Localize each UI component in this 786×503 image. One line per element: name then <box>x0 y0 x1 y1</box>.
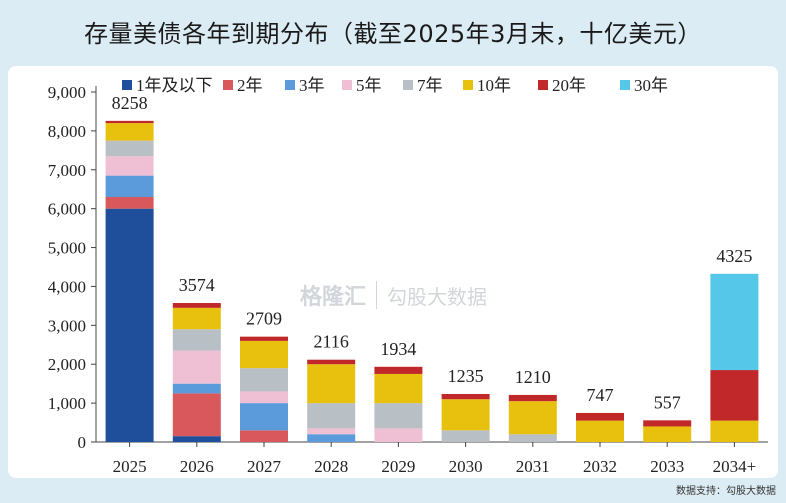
bar-segment-2034+-series-6 <box>710 370 759 421</box>
x-tick-label: 2028 <box>314 457 348 476</box>
bar-segment-2025-series-2 <box>105 175 154 197</box>
y-tick-label: 0 <box>78 433 87 452</box>
x-tick-label: 2031 <box>516 457 550 476</box>
bar-segment-2032-series-5 <box>576 420 624 442</box>
x-tick-label: 2032 <box>583 457 617 476</box>
x-tick-label: 2025 <box>113 457 147 476</box>
bar-segment-2025-series-5 <box>105 123 154 141</box>
bar-segment-2028-series-6 <box>307 359 356 365</box>
watermark-divider <box>376 281 378 309</box>
bar-total-label: 2116 <box>314 332 349 352</box>
bar-segment-2028-series-4 <box>307 403 356 429</box>
legend-swatch <box>538 80 548 90</box>
y-tick-label: 1,000 <box>48 394 86 413</box>
bar-segment-2031-series-4 <box>508 434 557 442</box>
bar-total-label: 1235 <box>448 366 484 386</box>
bar-segment-2029-series-4 <box>374 403 423 429</box>
x-tick-label: 2029 <box>381 457 415 476</box>
legend-swatch <box>342 80 352 90</box>
x-tick-label: 2034+ <box>713 457 757 476</box>
bar-total-label: 3574 <box>179 275 215 295</box>
x-tick-label: 2027 <box>247 457 282 476</box>
bar-segment-2027-series-1 <box>240 430 288 442</box>
stacked-bar-chart: 0 1,000 2,000 3,000 4,000 5,000 6,000 7,000 8,00… <box>48 76 768 476</box>
watermark: 格隆汇 勾股大数据 <box>300 279 487 311</box>
watermark-logo-gogudata: 勾股大数据 <box>387 284 488 309</box>
bar-segment-2027-series-5 <box>240 340 288 369</box>
bar-segment-2027-series-3 <box>240 391 288 404</box>
bar-total-label: 1934 <box>380 339 416 359</box>
legend-label: 1年及以下 <box>136 76 213 95</box>
bar-segment-2033-series-6 <box>643 420 692 427</box>
bar-total-label: 747 <box>587 385 614 405</box>
bar-segment-2026-series-2 <box>172 383 221 394</box>
legend-label: 10年 <box>477 76 511 95</box>
legend-swatch <box>463 80 473 90</box>
bar-segment-2030-series-5 <box>441 399 490 431</box>
legend-label: 30年 <box>634 76 668 95</box>
bar-segment-2030-series-6 <box>441 393 490 400</box>
legend-label: 2年 <box>237 76 263 95</box>
y-tick-label: 2,000 <box>48 355 86 374</box>
bar-segment-2029-series-5 <box>374 373 423 404</box>
bar-segment-2031-series-6 <box>508 394 557 402</box>
bar-segment-2026-series-1 <box>172 393 221 437</box>
bar-segment-2025-series-4 <box>105 140 154 157</box>
bar-total-label: 2709 <box>246 309 282 329</box>
legend-label: 5年 <box>356 76 382 95</box>
bar-segment-2025-series-6 <box>105 120 154 124</box>
bar-segment-2029-series-6 <box>374 366 423 374</box>
legend-swatch <box>122 80 132 90</box>
bar-segment-2027-series-2 <box>240 403 288 431</box>
legend-swatch <box>223 80 233 90</box>
bar-segment-2034+-series-7 <box>710 273 759 371</box>
bar-segment-2029-series-3 <box>374 428 423 442</box>
y-tick-label: 4,000 <box>48 277 86 296</box>
bar-segment-2028-series-3 <box>307 428 356 435</box>
bar-segment-2026-series-0 <box>172 436 221 442</box>
bar-segment-2026-series-5 <box>172 307 221 330</box>
bar-segment-2026-series-6 <box>172 303 221 308</box>
chart-panel: 0 1,000 2,000 3,000 4,000 5,000 6,000 7,000 8,00… <box>8 66 778 478</box>
y-tick-label: 5,000 <box>48 239 86 258</box>
bar-segment-2028-series-2 <box>307 434 356 442</box>
bar-segment-2026-series-3 <box>172 350 221 384</box>
y-tick-label: 8,000 <box>48 122 86 141</box>
y-tick-label: 3,000 <box>48 316 86 335</box>
bar-segment-2031-series-5 <box>508 401 557 435</box>
y-tick-label: 7,000 <box>48 161 86 180</box>
bar-segment-2034+-series-5 <box>710 420 759 442</box>
legend-label: 7年 <box>417 76 443 95</box>
bar-segment-2028-series-5 <box>307 364 356 404</box>
y-tick-label: 9,000 <box>48 83 86 102</box>
legend-swatch <box>620 80 630 90</box>
x-tick-label: 2033 <box>650 457 684 476</box>
bar-segment-2027-series-6 <box>240 336 288 341</box>
bar-segment-2027-series-4 <box>240 368 288 392</box>
watermark-logo-gelonghui: 格隆汇 <box>300 285 367 310</box>
legend-label: 20年 <box>552 76 586 95</box>
legend-label: 3年 <box>299 76 325 95</box>
x-tick-label: 2026 <box>180 457 214 476</box>
y-tick-label: 6,000 <box>48 200 86 219</box>
chart-title: 存量美债各年到期分布（截至2025年3月末，十亿美元） <box>84 20 702 48</box>
bar-segment-2025-series-1 <box>105 197 154 209</box>
bar-segment-2025-series-3 <box>105 156 154 176</box>
x-tick-label: 2030 <box>449 457 483 476</box>
bar-total-label: 557 <box>654 392 681 412</box>
source-note: 数据支持：勾股大数据 <box>676 486 776 497</box>
bar-segment-2026-series-4 <box>172 329 221 351</box>
bar-segment-2025-series-0 <box>105 208 154 442</box>
bar-total-label: 1210 <box>515 367 551 387</box>
bar-total-label: 4325 <box>716 246 752 266</box>
bar-segment-2033-series-5 <box>643 426 692 442</box>
legend-swatch <box>403 80 413 90</box>
bar-segment-2030-series-4 <box>441 430 490 442</box>
bar-total-label: 8258 <box>112 93 148 113</box>
bar-segment-2032-series-6 <box>576 412 624 421</box>
legend-swatch <box>285 80 295 90</box>
